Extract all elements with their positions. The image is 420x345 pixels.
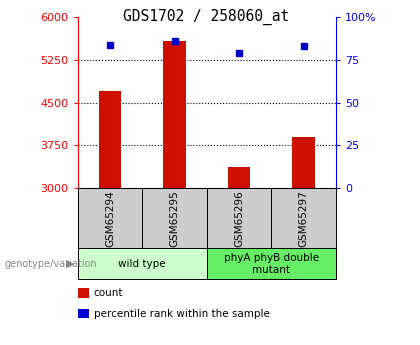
Text: wild type: wild type [118,259,166,269]
Text: ▶: ▶ [66,259,75,269]
Bar [292,137,315,188]
Text: GSM65294: GSM65294 [105,190,115,247]
Text: GSM65297: GSM65297 [299,190,309,247]
Bar [163,41,186,188]
Text: phyA phyB double
mutant: phyA phyB double mutant [224,253,319,275]
Text: GSM65295: GSM65295 [170,190,180,247]
Bar [228,167,250,188]
Text: GDS1702 / 258060_at: GDS1702 / 258060_at [123,9,289,25]
Text: GSM65296: GSM65296 [234,190,244,247]
Text: percentile rank within the sample: percentile rank within the sample [94,309,270,318]
Bar [99,91,121,188]
Text: genotype/variation: genotype/variation [4,259,97,269]
Text: count: count [94,288,123,298]
